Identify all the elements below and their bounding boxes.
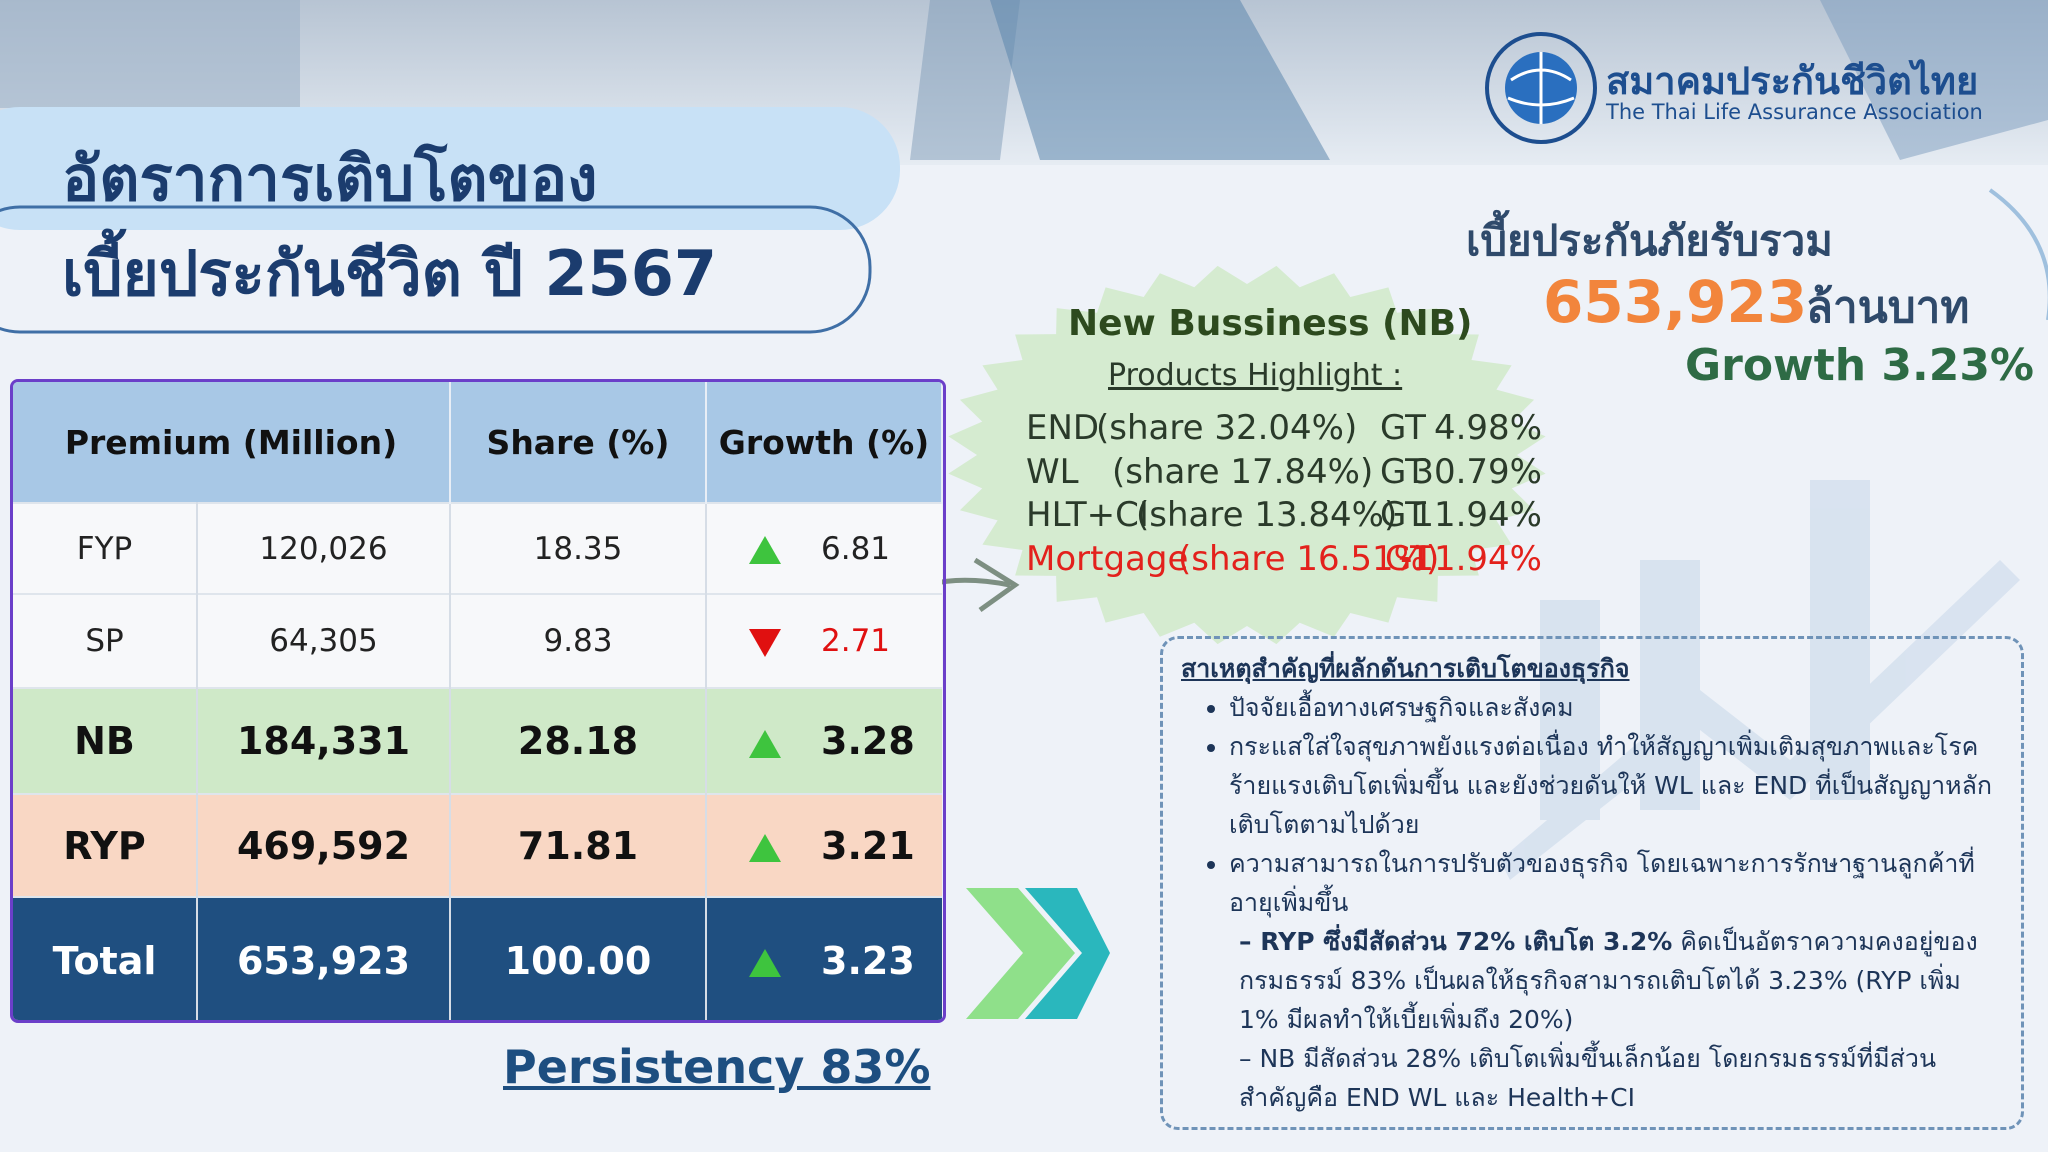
nb-gt-value: -11.94% [1400,539,1542,579]
share-cell: 71.81 [450,793,707,897]
nb-share: (share 32.04%) [1096,408,1358,448]
logo-ring [1485,32,1597,144]
growth-cell: 3.23 [706,896,942,1020]
column-header: Growth (%) [706,382,943,503]
nb-gt-label: GT [1385,539,1431,579]
chevron [966,888,1075,1019]
nb-gt-label: GT [1380,495,1426,535]
nb-share: (share 13.84%) [1136,495,1398,535]
trend-up-arrow [749,834,781,862]
factor-bullet: กระแสใส่ใจสุขภาพยังแรงต่อเนื่อง ทำให้สัญ… [1229,727,2003,844]
growth-value: 3.21 [821,823,915,868]
growth-value: 3.28 [821,719,915,763]
row-label: Total [13,896,198,1020]
table-row: RYP 469,592 71.81 3.21 [13,793,942,897]
factor-note: – RYP ซึ่งมีสัดส่วน 72% เติบโต 3.2% คิดเ… [1239,922,2003,1039]
growth-value: 3.23 [821,938,915,983]
growth-cell: 3.21 [706,793,942,897]
nb-product: HLT+CI [1026,495,1149,535]
share-cell: 9.83 [450,593,707,688]
factors-title: สาเหตุสำคัญที่ผลักดันการเติบโตของธุรกิจ [1181,654,1630,683]
nb-title: New Bussiness (NB) [1068,303,1473,344]
summary-growth: Growth 3.23% [1685,340,2035,391]
premium-cell: 64,305 [197,593,451,688]
nb-product: Mortgage [1026,539,1189,579]
nb-product: END [1026,408,1100,448]
factors-box: สาเหตุสำคัญที่ผลักดันการเติบโตของธุรกิจ … [1160,636,2024,1130]
note-bold: – RYP ซึ่งมีสัดส่วน 72% เติบโต 3.2% [1239,927,1673,956]
table-row: Total 653,923 100.00 3.23 [13,896,942,1020]
persistency: Persistency 83% [503,1040,931,1094]
nb-product: WL [1026,452,1079,492]
share-cell: 18.35 [450,502,707,594]
row-label: RYP [13,793,198,897]
summary-unit: ล้านบาท [1806,282,1970,333]
premium-cell: 653,923 [197,896,451,1020]
row-label: SP [13,593,198,688]
table-row: SP 64,305 9.83 2.71 [13,593,942,688]
note-text: คิดเป็นอัตราความคงอยู่ของกรมธรรม์ 83% เป… [1239,927,1978,1034]
share-cell: 100.00 [450,896,707,1020]
share-cell: 28.18 [450,687,707,794]
header-row: Premium (Million) Share (%) Growth (%) [13,382,943,503]
logo-name-th: สมาคมประกันชีวิตไทย [1606,59,1979,103]
nb-gt-label: GT [1380,408,1426,448]
nb-burst [948,265,1546,645]
building [1820,0,2048,160]
title-pill [0,107,900,230]
trend-up-arrow [749,536,781,564]
nb-share: (share 17.84%) [1112,452,1374,492]
nb-share: (share 16.51%) [1178,539,1440,579]
nb-gt-value: 4.98% [1433,408,1542,448]
premium-table: Premium (Million) Share (%) Growth (%) F… [10,379,946,1023]
building [0,0,300,108]
growth-value: 2.71 [821,623,891,659]
trend-up-arrow [749,949,781,977]
decor-arc [1988,188,2048,320]
note-text: – NB มีสัดส่วน 28% เติบโตเพิ่มขึ้นเล็กน้… [1239,1044,1937,1112]
premium-cell: 184,331 [197,687,451,794]
title-line2: เบี้ยประกันชีวิต ปี 2567 [62,237,717,310]
chevron [1025,888,1110,1019]
logo-lines [1507,52,1575,124]
summary-label: เบี้ยประกันภัยรับรวม [1466,216,1833,265]
title-outline [0,205,872,334]
factors-list: ปัจจัยเอื้อทางเศรษฐกิจและสังคมกระแสใส่ใจ… [1181,688,2003,922]
growth-cell: 3.28 [706,687,942,794]
column-header: Premium (Million) [13,382,451,503]
nb-gt-value: 30.79% [1412,452,1542,492]
logo-name-en: The Thai Life Assurance Association [1606,100,1983,124]
summary-amount: 653,923 [1543,268,1808,336]
factor-note: – NB มีสัดส่วน 28% เติบโตเพิ่มขึ้นเล็กน้… [1239,1039,2003,1117]
nb-gt-label: GT [1380,452,1426,492]
building [910,0,1020,160]
building [990,0,1330,160]
column-header: Share (%) [450,382,707,503]
factor-bullet: ปัจจัยเอื้อทางเศรษฐกิจและสังคม [1229,688,2003,727]
growth-value: 6.81 [821,530,891,567]
table: Premium (Million) Share (%) Growth (%) F… [13,382,943,1020]
growth-cell: 2.71 [706,593,942,688]
table-row: FYP 120,026 18.35 6.81 [13,502,942,594]
callout-arrowhead [973,557,1020,613]
growth-cell: 6.81 [706,502,942,594]
premium-cell: 469,592 [197,793,451,897]
title-line1: อัตราการเติบโตของ [62,142,598,215]
row-label: FYP [13,502,198,594]
factor-bullet: ความสามารถในการปรับตัวของธุรกิจ โดยเฉพาะ… [1229,844,2003,922]
factors-notes: – RYP ซึ่งมีสัดส่วน 72% เติบโต 3.2% คิดเ… [1181,922,2003,1117]
table-row: NB 184,331 28.18 3.28 [13,687,942,794]
trend-up-arrow [749,729,781,758]
row-label: NB [13,687,198,794]
premium-cell: 120,026 [197,502,451,594]
trend-down-arrow [749,628,781,657]
nb-gt-value: 11.94% [1412,495,1542,535]
nb-subtitle: Products Highlight : [1108,358,1403,393]
